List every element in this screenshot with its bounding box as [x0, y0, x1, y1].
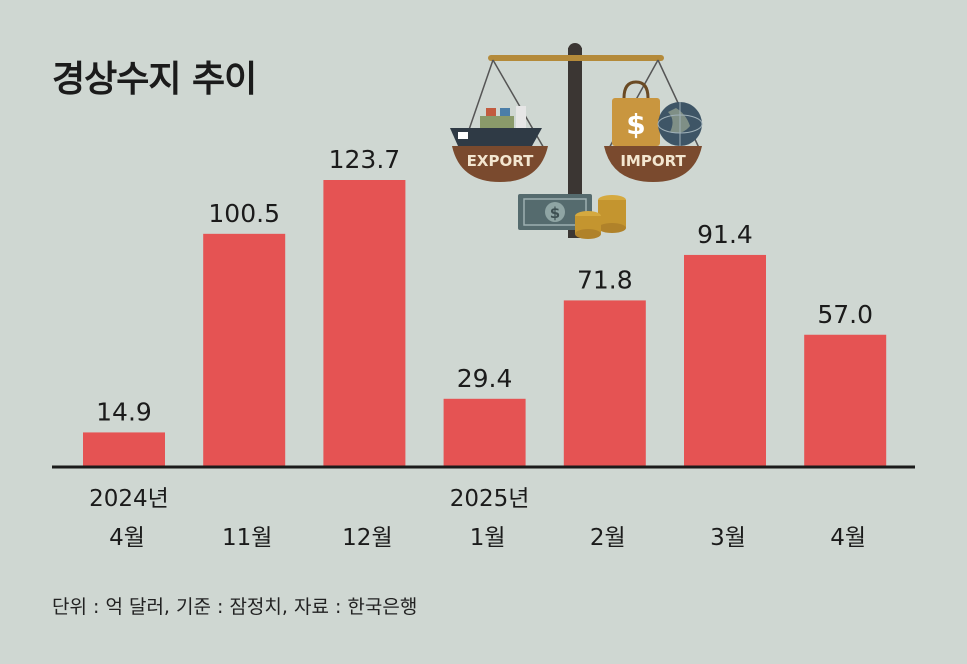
scale-beam	[488, 55, 664, 61]
export-label: EXPORT	[467, 152, 534, 170]
coin-stack-icon	[575, 195, 626, 239]
chart-title: 경상수지 추이	[52, 59, 257, 100]
value-label-2: 100.5	[208, 199, 280, 228]
banknote-icon: $	[518, 194, 592, 230]
year-label-1: 2024년	[89, 486, 169, 512]
svg-text:$: $	[550, 204, 560, 222]
value-label-5: 71.8	[577, 265, 633, 294]
globe-icon	[657, 102, 703, 146]
bar-1	[83, 432, 165, 467]
value-label-6: 91.4	[697, 220, 753, 249]
value-label-4: 29.4	[457, 364, 513, 393]
labels-layer: 14.9 2024년 4월 100.5 11월 123.7 12월 29.4 2025년 1월 71…	[89, 145, 873, 551]
bar-chart: EXPORT $ IMPORT $	[52, 43, 915, 551]
year-label-4: 2025년	[450, 486, 530, 512]
source-note: 단위 : 억 달러, 기준 : 잠정치, 자료 : 한국은행	[52, 596, 418, 618]
bar-6	[684, 254, 766, 467]
month-label-6: 3월	[710, 525, 746, 551]
scale-pivot	[568, 43, 582, 57]
value-label-3: 123.7	[329, 145, 401, 174]
bar-2	[203, 233, 286, 467]
cargo-ship-icon	[450, 106, 542, 146]
balance-scale-illustration: EXPORT $ IMPORT $	[450, 43, 703, 239]
month-label-2: 11월	[222, 525, 272, 551]
svg-text:$: $	[626, 108, 645, 141]
month-label-1: 4월	[109, 525, 145, 551]
scale-pole	[568, 48, 582, 238]
bar-5	[563, 300, 646, 467]
month-label-5: 2월	[590, 525, 626, 551]
export-pan	[452, 146, 548, 182]
bar-4	[443, 398, 526, 467]
import-pan	[604, 146, 702, 182]
month-label-3: 12월	[342, 525, 392, 551]
bar-3	[323, 180, 406, 467]
shopping-bag-icon: $	[612, 80, 660, 146]
bars-layer	[83, 180, 887, 467]
bar-7	[804, 334, 887, 467]
month-label-7: 4월	[830, 525, 866, 551]
value-label-7: 57.0	[817, 300, 873, 329]
month-label-4: 1월	[470, 525, 506, 551]
value-label-1: 14.9	[96, 397, 152, 426]
import-label: IMPORT	[620, 152, 686, 170]
